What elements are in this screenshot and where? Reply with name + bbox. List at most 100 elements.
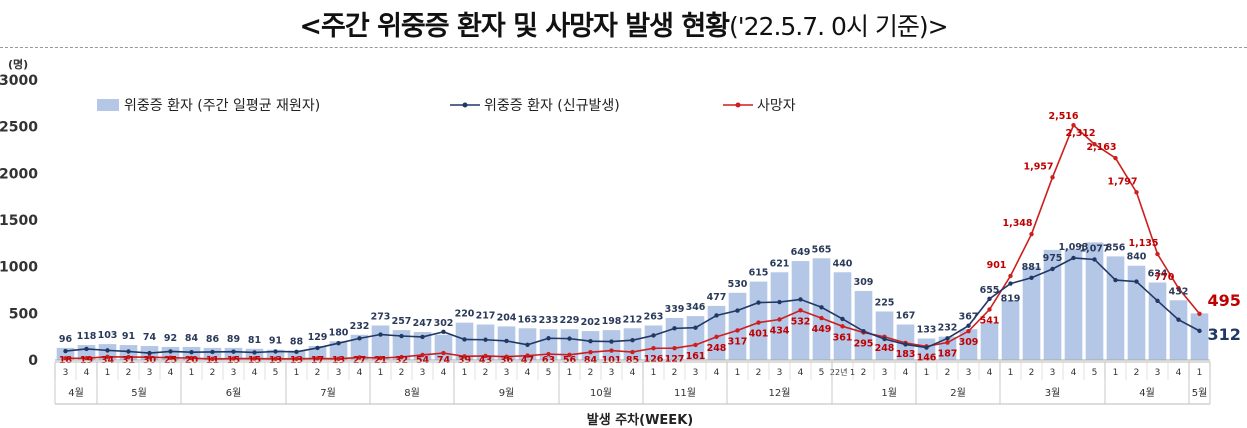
severe-data-label: 86: [206, 334, 220, 345]
week-tick-label: 3: [693, 368, 699, 378]
title-main: <주간 위중증 환자 및 사망자 발생 현황: [299, 11, 730, 42]
deaths-data-label: 11: [206, 355, 219, 366]
bar-severe-inpatient: [707, 305, 726, 360]
severe-new-line-point: [735, 308, 740, 313]
bar-severe-inpatient: [1085, 242, 1104, 360]
week-tick-label: 4: [1176, 368, 1182, 378]
severe-data-label: 655: [980, 285, 1000, 296]
severe-new-line-point: [147, 350, 152, 356]
severe-new-line-point: [756, 300, 761, 305]
bar-severe-inpatient: [224, 347, 243, 360]
severe-new-line-point: [126, 349, 131, 354]
week-tick-label: 1: [924, 368, 930, 378]
bar-severe-inpatient: [728, 292, 747, 360]
deaths-data-label: 27: [353, 355, 366, 366]
deaths-line-point: [588, 349, 593, 355]
deaths-line-point: [462, 354, 467, 359]
week-tick-label: 3: [63, 368, 69, 378]
severe-new-line-point: [798, 297, 803, 302]
bar-severe-inpatient: [959, 329, 978, 360]
severe-data-label: 91: [269, 336, 282, 347]
week-tick-label: 2: [1134, 368, 1140, 378]
severe-data-label: 74: [143, 332, 157, 343]
severe-new-line-point: [1155, 298, 1160, 304]
severe-new-line-point: [210, 349, 215, 355]
deaths-data-label: 1,797: [1107, 176, 1137, 187]
deaths-line-point: [798, 308, 803, 313]
deaths-line-point: [756, 320, 761, 325]
deaths-data-label: 17: [311, 355, 324, 366]
week-tick-label: 2: [588, 368, 594, 378]
deaths-data-label: 20: [185, 355, 199, 366]
month-label: 12월: [769, 387, 791, 399]
severe-new-line-point: [63, 348, 68, 354]
week-tick-label: 5: [1092, 368, 1098, 378]
week-tick-label: 2: [672, 368, 678, 378]
bar-severe-inpatient: [980, 322, 999, 360]
severe-new-line-point: [504, 338, 509, 344]
deaths-data-label: 36: [500, 355, 514, 366]
severe-new-line-point: [1008, 281, 1013, 286]
deaths-line-point: [567, 352, 572, 357]
severe-data-label: 432: [1169, 286, 1189, 297]
deaths-data-label: 2,312: [1065, 128, 1095, 139]
deaths-line-point: [1197, 311, 1202, 316]
bar-severe-inpatient: [1127, 265, 1146, 360]
week-tick-label: 4: [441, 368, 447, 378]
severe-data-label: 565: [812, 244, 832, 255]
bar-severe-inpatient: [266, 349, 285, 360]
legend-severe-label: 위중증 환자 (신규발생): [484, 98, 620, 114]
week-tick-label: 5: [273, 368, 279, 378]
severe-new-line-point: [357, 336, 362, 341]
week-tick-label: 1: [294, 368, 300, 378]
week-tick-label: 3: [1155, 368, 1161, 378]
deaths-line-point: [966, 328, 971, 334]
deaths-line-point: [525, 353, 530, 358]
severe-data-label: 220: [455, 309, 475, 320]
severe-data-label: 263: [644, 311, 664, 322]
severe-end-label: 312: [1208, 325, 1241, 344]
severe-data-label: 302: [434, 318, 454, 329]
severe-data-label: 232: [938, 323, 958, 334]
severe-data-label: 649: [791, 247, 811, 258]
bar-severe-inpatient: [602, 330, 621, 360]
deaths-line-point: [735, 328, 740, 333]
deaths-data-label: 74: [437, 355, 451, 366]
deaths-data-label: 127: [665, 354, 685, 365]
severe-data-label: 615: [749, 268, 769, 279]
deaths-data-label: 183: [896, 349, 916, 360]
severe-new-line-point: [168, 349, 173, 354]
severe-data-label: 232: [350, 321, 370, 332]
severe-new-line-point: [483, 337, 488, 342]
deaths-line-point: [987, 307, 992, 312]
deaths-line-point: [1155, 251, 1160, 257]
bar-severe-inpatient: [770, 272, 789, 360]
bar-severe-inpatient: [392, 330, 411, 360]
deaths-line-point: [1092, 142, 1097, 147]
deaths-line-point: [294, 356, 299, 361]
severe-data-label: 202: [581, 317, 601, 328]
severe-new-line-point: [861, 328, 866, 334]
severe-new-line-point: [924, 345, 929, 350]
deaths-data-label: 13: [332, 355, 345, 366]
severe-data-label: 198: [602, 316, 622, 327]
severe-new-line-point: [1050, 266, 1055, 272]
week-tick-label: 1: [651, 368, 657, 378]
week-tick-label: 1: [567, 368, 573, 378]
bar-severe-inpatient: [539, 329, 558, 360]
bar-severe-inpatient: [1106, 256, 1125, 360]
week-tick-label: 3: [336, 368, 342, 378]
deaths-line-point: [189, 355, 194, 361]
deaths-line-point: [399, 354, 404, 360]
week-tick-label: 1: [1197, 368, 1203, 378]
severe-data-label: 856: [1106, 242, 1126, 253]
severe-data-label: 89: [227, 334, 240, 345]
severe-data-label: 81: [248, 335, 261, 346]
severe-data-label: 881: [1022, 262, 1042, 273]
week-tick-label: 2: [1029, 368, 1035, 378]
deaths-line-point: [483, 353, 488, 359]
severe-new-line-point: [630, 338, 635, 343]
week-tick-label: 1: [378, 368, 384, 378]
bar-severe-inpatient: [497, 326, 516, 360]
severe-data-label: 129: [308, 332, 328, 343]
